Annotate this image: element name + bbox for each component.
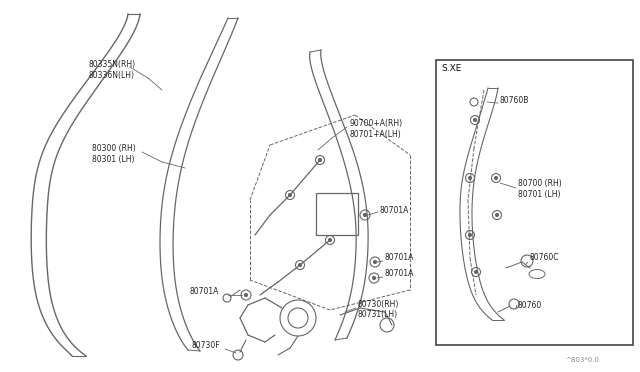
Text: 80701A: 80701A <box>385 269 414 279</box>
Text: 80730(RH): 80730(RH) <box>358 299 399 308</box>
Text: 90700+A(RH): 90700+A(RH) <box>350 119 403 128</box>
Text: 80731(LH): 80731(LH) <box>358 311 398 320</box>
Text: 80700 (RH): 80700 (RH) <box>518 179 562 187</box>
Text: 80730F: 80730F <box>192 341 221 350</box>
Circle shape <box>298 263 301 266</box>
Circle shape <box>328 238 332 241</box>
Text: ^803*0.0: ^803*0.0 <box>565 357 599 363</box>
Circle shape <box>244 294 248 296</box>
Text: 80701A: 80701A <box>190 288 220 296</box>
Circle shape <box>474 119 477 122</box>
Text: 80301 (LH): 80301 (LH) <box>92 154 134 164</box>
Text: 80760C: 80760C <box>530 253 559 263</box>
Bar <box>316 193 358 235</box>
Text: 80701+A(LH): 80701+A(LH) <box>350 129 402 138</box>
Text: 80760B: 80760B <box>500 96 529 105</box>
Text: 80336N(LH): 80336N(LH) <box>88 71 134 80</box>
Text: 80760: 80760 <box>518 301 542 310</box>
Circle shape <box>495 214 499 217</box>
Circle shape <box>364 214 367 217</box>
Text: 80300 (RH): 80300 (RH) <box>92 144 136 153</box>
Circle shape <box>468 234 472 237</box>
Text: 80701A: 80701A <box>380 205 410 215</box>
Circle shape <box>374 260 376 263</box>
Circle shape <box>289 193 291 196</box>
Circle shape <box>372 276 376 279</box>
Text: 80701A: 80701A <box>385 253 414 263</box>
Circle shape <box>319 158 321 161</box>
Text: 80701 (LH): 80701 (LH) <box>518 189 561 199</box>
Circle shape <box>495 176 497 180</box>
Bar <box>436 60 633 345</box>
Circle shape <box>474 270 477 273</box>
Text: 80335N(RH): 80335N(RH) <box>88 60 135 68</box>
Text: S.XE: S.XE <box>441 64 461 73</box>
Circle shape <box>468 176 472 180</box>
